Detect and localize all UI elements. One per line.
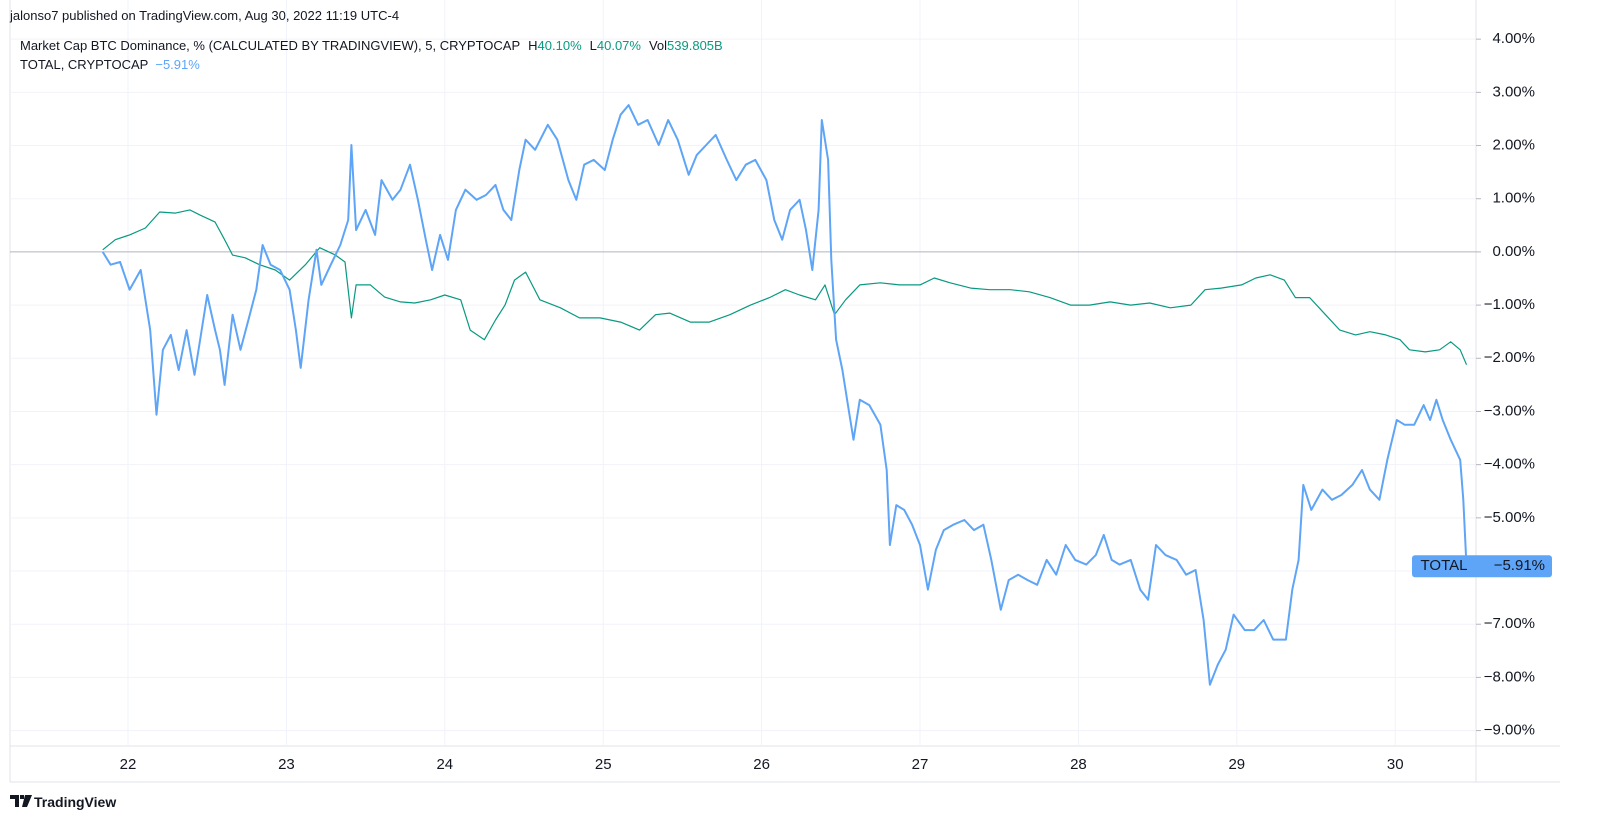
stat-label: L [589, 38, 597, 53]
y-tick-label: −8.00% [1484, 668, 1535, 685]
y-tick-label: 1.00% [1492, 190, 1535, 207]
price-tag [1412, 555, 1552, 578]
legend-name: Market Cap BTC Dominance, % (CALCULATED … [20, 38, 521, 53]
y-tick-label: −2.00% [1484, 349, 1535, 366]
y-tick-label: −4.00% [1484, 456, 1535, 473]
price-tag-name: TOTAL [1421, 557, 1468, 574]
stat-value: 40.10% [537, 38, 582, 53]
x-tick-label: 30 [1387, 756, 1404, 773]
series-line [102, 209, 1468, 365]
footer-brand: TradingView [34, 794, 117, 810]
y-tick-label: 0.00% [1492, 243, 1535, 260]
price-tag-value: −5.91% [1494, 557, 1545, 574]
x-tick-label: 29 [1228, 756, 1245, 773]
y-tick-label: −3.00% [1484, 402, 1535, 419]
y-tick-label: −7.00% [1484, 615, 1535, 632]
stat-label: H [528, 38, 538, 53]
y-tick-label: 3.00% [1492, 83, 1535, 100]
series-line [101, 104, 1468, 686]
y-tick-label: −9.00% [1484, 722, 1535, 739]
stat-value: 40.07% [596, 38, 641, 53]
y-tick-label: 2.00% [1492, 137, 1535, 154]
x-tick-label: 24 [436, 756, 453, 773]
x-tick-label: 26 [753, 756, 770, 773]
legend-name: TOTAL, CRYPTOCAP [20, 57, 149, 72]
publish-info: jalonso7 published on TradingView.com, A… [10, 8, 400, 23]
stat-label: Vol [648, 38, 668, 53]
y-tick-label: −5.00% [1484, 509, 1535, 526]
x-tick-label: 23 [278, 756, 295, 773]
x-tick-label: 28 [1070, 756, 1087, 773]
y-tick-label: −1.00% [1484, 296, 1535, 313]
x-tick-label: 25 [595, 756, 612, 773]
stat-value: 539.805B [667, 38, 723, 53]
x-tick-label: 22 [120, 756, 137, 773]
legend-stats: H40.10% L40.07% Vol539.805B [520, 38, 723, 53]
logo [10, 795, 32, 807]
legend-row: Market Cap BTC Dominance, % (CALCULATED … [20, 38, 723, 53]
legend-row: TOTAL, CRYPTOCAP −5.91% [20, 57, 200, 72]
y-tick-label: 4.00% [1492, 30, 1535, 47]
legend-value: −5.91% [155, 57, 200, 72]
x-tick-label: 27 [912, 756, 929, 773]
